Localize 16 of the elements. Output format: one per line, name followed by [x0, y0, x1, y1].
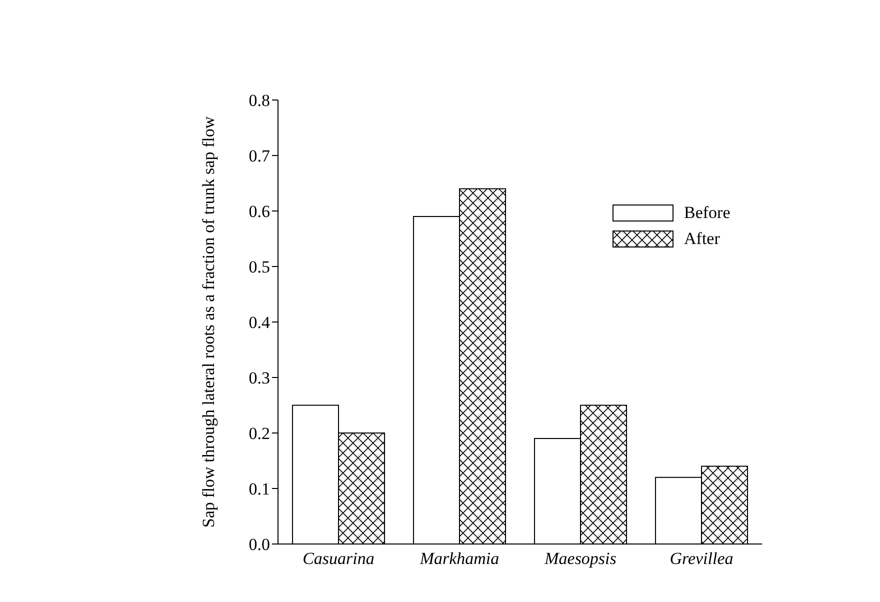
y-tick-label: 0.2: [248, 424, 270, 444]
y-tick-label: 0.1: [248, 480, 270, 499]
y-tick-label: 0.5: [248, 258, 270, 277]
legend-label: After: [684, 229, 720, 249]
y-axis-title: Sap flow through lateral roots as a fraction of trunk sap flow: [199, 116, 218, 528]
y-tick-label: 0.3: [248, 368, 270, 388]
y-tick-label: 0.7: [248, 146, 270, 166]
y-tick-label: 0.6: [248, 202, 270, 222]
y-tick-label: 0.4: [248, 313, 270, 332]
y-tick-label: 0.0: [248, 535, 270, 554]
legend-label: Before: [684, 203, 730, 223]
x-tick-label: Grevillea: [670, 549, 734, 568]
x-tick-label: Casuarina: [302, 549, 374, 568]
x-tick-label: Maesopsis: [544, 549, 617, 568]
x-tick-label: Markhamia: [418, 549, 500, 568]
y-tick-label: 0.8: [248, 91, 270, 110]
